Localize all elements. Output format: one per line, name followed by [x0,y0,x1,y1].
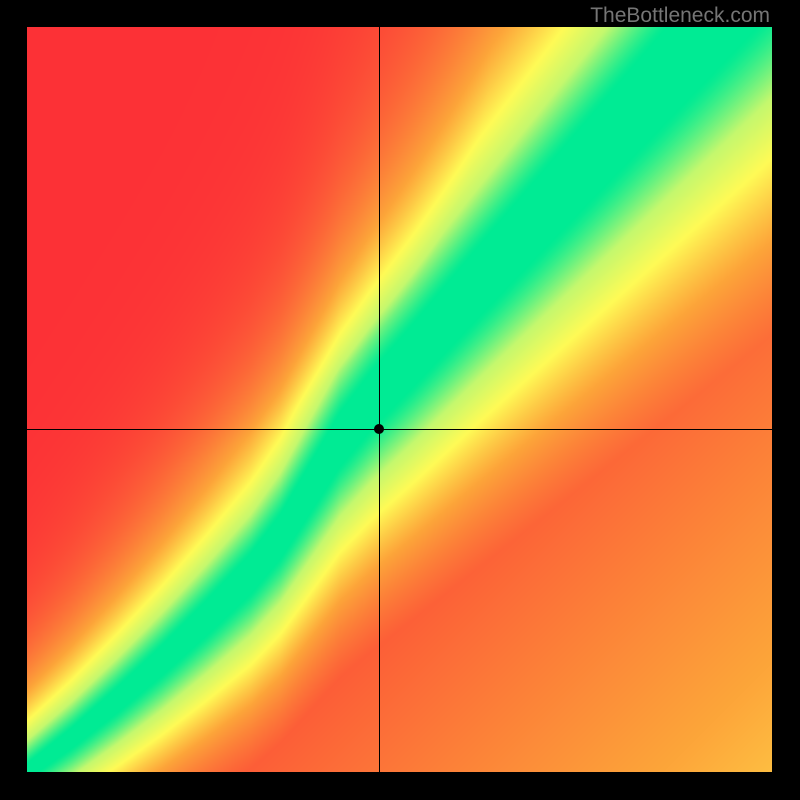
heatmap-plot [27,27,772,772]
chart-frame: TheBottleneck.com [0,0,800,800]
crosshair-horizontal [27,429,772,430]
crosshair-marker [374,424,384,434]
crosshair-vertical [379,27,380,772]
watermark-text: TheBottleneck.com [590,4,770,28]
heatmap-canvas [27,27,772,772]
